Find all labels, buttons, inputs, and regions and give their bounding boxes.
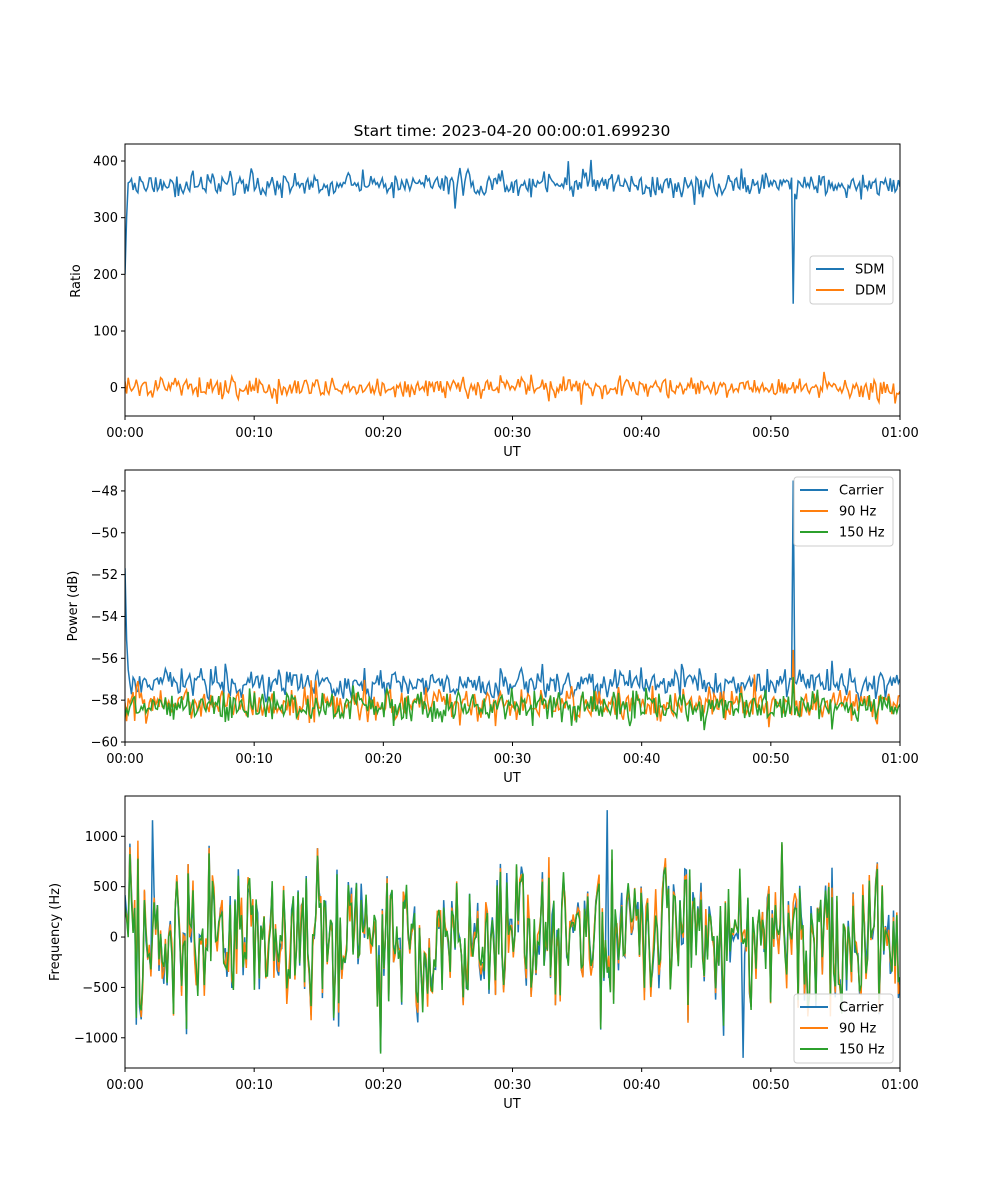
y-tick-label: −50 (91, 526, 118, 541)
legend: Carrier 90 Hz 150 Hz (793, 476, 894, 547)
legend-label: Carrier (839, 484, 884, 499)
legend-label: Carrier (839, 1001, 884, 1016)
y-tick-label: −1000 (74, 1031, 118, 1046)
y-tick-label: −52 (91, 568, 118, 583)
legend-label: SDM (855, 263, 884, 278)
series-line-ddm (125, 371, 900, 406)
y-tick-label: 200 (93, 268, 118, 283)
legend-box (793, 476, 894, 547)
y-tick-label: 0 (110, 381, 118, 396)
frequency-panel: UT Frequency (Hz) 00:00 00:10 00:20 00:30 00… (48, 795, 919, 1112)
y-tick-label: 1000 (85, 830, 118, 845)
x-tick-label: 00:00 (106, 752, 143, 767)
y-tick-label: 500 (93, 880, 118, 895)
x-tick-label: 00:10 (235, 426, 272, 441)
x-tick-label: 01:00 (881, 426, 918, 441)
x-tick-label: 00:10 (235, 752, 272, 767)
series-line-150-hz (125, 842, 900, 1054)
x-tick-label: 01:00 (881, 1078, 918, 1093)
x-tick-label: 00:00 (106, 1078, 143, 1093)
x-axis-label: UT (503, 771, 521, 786)
legend: SDM DDM (809, 255, 894, 305)
x-tick-label: 00:20 (365, 752, 402, 767)
x-tick-label: 00:50 (752, 1078, 789, 1093)
legend-label: 150 Hz (839, 1043, 885, 1058)
y-tick-label: −58 (91, 694, 118, 709)
x-tick-label: 01:00 (881, 752, 918, 767)
x-tick-label: 00:30 (494, 426, 531, 441)
chart-title: Start time: 2023-04-20 00:00:01.699230 (354, 122, 671, 140)
x-tick-label: 00:30 (494, 752, 531, 767)
ratio-panel: Start time: 2023-04-20 00:00:01.699230 U… (69, 122, 919, 460)
legend-label: DDM (855, 284, 886, 299)
y-tick-label: −60 (91, 736, 118, 751)
y-tick-label: 400 (93, 155, 118, 170)
legend-box (793, 993, 894, 1064)
series-line-150-hz (125, 677, 900, 731)
x-tick-label: 00:50 (752, 426, 789, 441)
x-tick-label: 00:20 (365, 426, 402, 441)
x-tick-label: 00:20 (365, 1078, 402, 1093)
x-tick-label: 00:10 (235, 1078, 272, 1093)
x-tick-label: 00:40 (623, 752, 660, 767)
legend-label: 90 Hz (839, 505, 876, 520)
y-tick-label: 100 (93, 325, 118, 340)
legend: Carrier 90 Hz 150 Hz (793, 993, 894, 1064)
y-tick-label: −48 (91, 484, 118, 499)
y-axis-label: Frequency (Hz) (48, 883, 63, 981)
x-tick-label: 00:40 (623, 426, 660, 441)
y-tick-label: −500 (82, 981, 118, 996)
power-panel: UT Power (dB) 00:00 00:10 00:20 00:30 00:40 0… (66, 469, 919, 786)
x-tick-label: 00:40 (623, 1078, 660, 1093)
y-axis-label: Power (dB) (66, 571, 81, 642)
x-tick-label: 00:50 (752, 752, 789, 767)
x-tick-label: 00:30 (494, 1078, 531, 1093)
legend-label: 90 Hz (839, 1022, 876, 1037)
y-tick-label: 300 (93, 211, 118, 226)
legend-label: 150 Hz (839, 526, 885, 541)
y-tick-label: −56 (91, 652, 118, 667)
y-axis-label: Ratio (69, 264, 84, 297)
x-tick-label: 00:00 (106, 426, 143, 441)
series-line-sdm (125, 159, 900, 304)
y-tick-label: −54 (91, 610, 118, 625)
x-axis-label: UT (503, 445, 521, 460)
y-tick-label: 0 (110, 931, 118, 946)
series-line-carrier (125, 480, 900, 704)
x-axis-label: UT (503, 1097, 521, 1112)
